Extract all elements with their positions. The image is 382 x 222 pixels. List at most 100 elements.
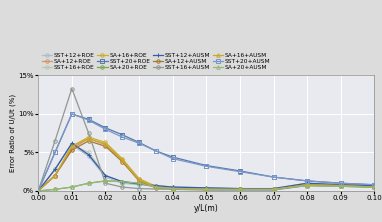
SST+12+AUSM bbox=[170, 186, 175, 188]
SST+12+ROE bbox=[137, 183, 141, 186]
SA+16+AUSM bbox=[137, 179, 141, 181]
SST+16+ROE bbox=[271, 187, 276, 190]
SST+16+AUSM bbox=[137, 187, 141, 190]
SA+12+ROE bbox=[305, 183, 309, 186]
SST+20+ROE bbox=[170, 156, 175, 158]
SA+12+AUSM bbox=[86, 140, 91, 142]
SA+16+ROE bbox=[170, 187, 175, 190]
SST+20+AUSM bbox=[338, 182, 343, 184]
SA+12+ROE bbox=[338, 184, 343, 187]
SA+20+AUSM bbox=[86, 182, 91, 184]
SST+12+ROE bbox=[338, 183, 343, 186]
SST+20+AUSM bbox=[305, 180, 309, 182]
SST+16+ROE bbox=[238, 187, 242, 190]
SST+20+ROE bbox=[103, 127, 108, 129]
SA+20+AUSM bbox=[204, 188, 209, 191]
SST+20+AUSM bbox=[170, 157, 175, 160]
SA+12+AUSM bbox=[204, 188, 209, 191]
SA+20+AUSM bbox=[120, 180, 125, 183]
SST+20+AUSM bbox=[120, 136, 125, 138]
SA+12+ROE bbox=[204, 188, 209, 191]
SST+12+ROE bbox=[36, 190, 40, 192]
SA+12+AUSM bbox=[305, 183, 309, 186]
SA+12+AUSM bbox=[372, 186, 377, 188]
SST+12+ROE bbox=[70, 143, 74, 146]
SA+20+AUSM bbox=[338, 185, 343, 188]
SST+12+AUSM bbox=[53, 168, 57, 171]
SST+20+ROE bbox=[120, 133, 125, 136]
SA+16+AUSM bbox=[70, 145, 74, 148]
SA+16+ROE bbox=[70, 145, 74, 148]
Line: SA+20+ROE: SA+20+ROE bbox=[36, 179, 376, 193]
SST+12+ROE bbox=[120, 182, 125, 184]
SST+16+AUSM bbox=[70, 87, 74, 90]
SST+16+AUSM bbox=[238, 189, 242, 192]
SA+16+ROE bbox=[53, 174, 57, 177]
SA+16+ROE bbox=[271, 188, 276, 191]
SST+20+ROE bbox=[154, 150, 158, 152]
SA+20+ROE bbox=[271, 188, 276, 191]
SA+16+AUSM bbox=[53, 174, 57, 177]
SA+16+AUSM bbox=[86, 137, 91, 140]
SA+20+ROE bbox=[372, 186, 377, 188]
SST+16+ROE bbox=[154, 184, 158, 187]
SST+12+AUSM bbox=[86, 153, 91, 156]
SA+20+ROE bbox=[204, 188, 209, 191]
SA+12+ROE bbox=[170, 187, 175, 190]
SST+16+ROE bbox=[36, 190, 40, 192]
SST+12+ROE bbox=[305, 182, 309, 184]
SST+12+ROE bbox=[238, 187, 242, 190]
Line: SA+16+AUSM: SA+16+AUSM bbox=[36, 137, 376, 193]
SST+12+AUSM bbox=[271, 187, 276, 190]
SA+12+AUSM bbox=[238, 188, 242, 191]
SST+16+AUSM bbox=[338, 185, 343, 188]
SST+12+AUSM bbox=[36, 190, 40, 192]
SA+16+AUSM bbox=[120, 159, 125, 161]
SA+20+ROE bbox=[70, 186, 74, 188]
SA+12+AUSM bbox=[70, 149, 74, 151]
SST+12+ROE bbox=[103, 176, 108, 178]
SST+20+AUSM bbox=[53, 151, 57, 154]
SST+20+AUSM bbox=[36, 190, 40, 192]
SA+16+AUSM bbox=[372, 186, 377, 188]
SST+20+ROE bbox=[338, 182, 343, 184]
SA+12+ROE bbox=[36, 190, 40, 192]
SA+12+AUSM bbox=[137, 180, 141, 182]
SST+12+ROE bbox=[154, 185, 158, 188]
SA+12+AUSM bbox=[53, 174, 57, 177]
SA+12+AUSM bbox=[36, 190, 40, 192]
SA+16+AUSM bbox=[204, 188, 209, 191]
SST+12+ROE bbox=[53, 168, 57, 171]
SST+16+AUSM bbox=[53, 140, 57, 142]
SA+16+ROE bbox=[36, 190, 40, 192]
SST+16+ROE bbox=[103, 174, 108, 177]
Line: SST+20+ROE: SST+20+ROE bbox=[36, 112, 376, 193]
SA+12+ROE bbox=[154, 186, 158, 188]
SST+20+ROE bbox=[53, 151, 57, 154]
SST+20+AUSM bbox=[204, 165, 209, 168]
SA+20+ROE bbox=[154, 186, 158, 188]
Line: SST+20+AUSM: SST+20+AUSM bbox=[36, 112, 376, 193]
SA+20+AUSM bbox=[170, 187, 175, 190]
SST+20+ROE bbox=[372, 183, 377, 186]
SST+12+ROE bbox=[86, 155, 91, 158]
SST+16+AUSM bbox=[120, 186, 125, 188]
SA+12+ROE bbox=[103, 143, 108, 146]
SA+12+AUSM bbox=[170, 187, 175, 190]
SA+16+AUSM bbox=[154, 186, 158, 188]
SST+12+AUSM bbox=[120, 180, 125, 183]
SA+20+ROE bbox=[338, 185, 343, 188]
SA+12+ROE bbox=[137, 178, 141, 181]
SST+20+ROE bbox=[137, 141, 141, 144]
SA+16+AUSM bbox=[238, 188, 242, 191]
SA+12+ROE bbox=[120, 159, 125, 161]
SA+16+ROE bbox=[305, 183, 309, 186]
SA+16+AUSM bbox=[271, 188, 276, 191]
SA+12+ROE bbox=[238, 188, 242, 191]
SST+16+ROE bbox=[70, 143, 74, 146]
Legend: SST+12+ROE, SA+12+ROE, SST+16+ROE, SA+16+ROE, SST+20+ROE, SA+20+ROE, SST+12+AUSM: SST+12+ROE, SA+12+ROE, SST+16+ROE, SA+16… bbox=[41, 52, 271, 70]
SST+16+AUSM bbox=[170, 188, 175, 191]
SA+12+ROE bbox=[53, 174, 57, 177]
SST+16+AUSM bbox=[86, 132, 91, 135]
SST+20+ROE bbox=[86, 118, 91, 121]
